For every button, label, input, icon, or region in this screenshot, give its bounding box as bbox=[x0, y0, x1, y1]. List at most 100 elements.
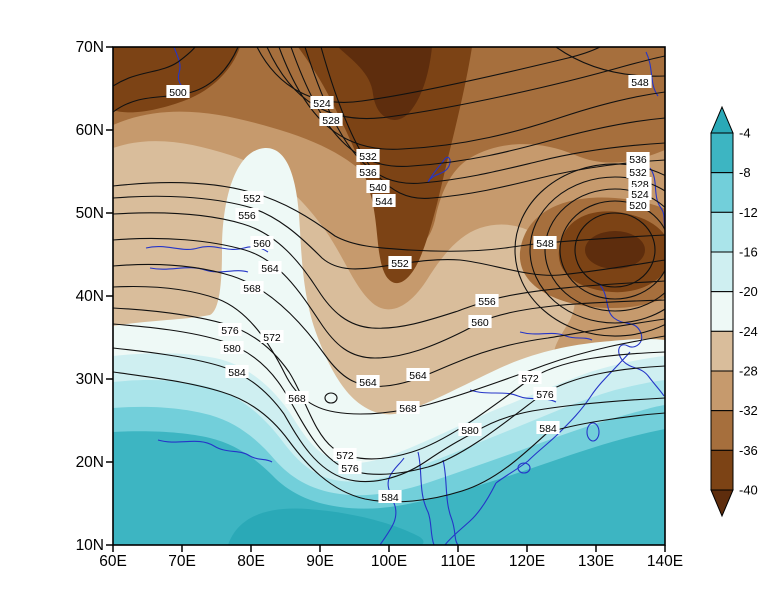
y-axis-tick-label: 30N bbox=[76, 371, 104, 388]
svg-text:500: 500 bbox=[169, 87, 187, 99]
contour-label: 536 bbox=[626, 152, 650, 166]
x-axis-tick-label: 80E bbox=[237, 553, 265, 570]
svg-text:536: 536 bbox=[359, 167, 377, 179]
svg-text:524: 524 bbox=[313, 98, 331, 110]
x-axis-tick-label: 100E bbox=[371, 553, 407, 570]
contour-line bbox=[304, 47, 665, 184]
y-axis-tick-label: 20N bbox=[76, 454, 104, 471]
svg-text:548: 548 bbox=[631, 77, 649, 89]
svg-text:564: 564 bbox=[359, 377, 377, 389]
svg-text:584: 584 bbox=[228, 367, 246, 379]
svg-text:520: 520 bbox=[629, 200, 647, 212]
contour-label: 568 bbox=[240, 281, 264, 295]
coastline-path bbox=[442, 459, 459, 545]
contour-label: 532 bbox=[356, 149, 380, 163]
svg-text:544: 544 bbox=[375, 196, 393, 208]
contour-layer bbox=[113, 47, 665, 503]
contour-label: 568 bbox=[285, 391, 309, 405]
colorbar-tick-label: -28 bbox=[739, 364, 758, 379]
contour-line bbox=[113, 47, 196, 87]
colorbar-tick-label: -20 bbox=[739, 284, 758, 299]
contour-label: 584 bbox=[225, 365, 249, 379]
contour-label: 556 bbox=[235, 208, 259, 222]
contour-label: 548 bbox=[533, 236, 557, 250]
colorbar-top-arrow bbox=[710, 105, 734, 134]
contour-line bbox=[113, 285, 665, 415]
colorbar-tick-label: -12 bbox=[739, 205, 758, 220]
colorbar-tick-label: -16 bbox=[739, 245, 758, 260]
coastline-path bbox=[149, 267, 249, 273]
coastline-layer bbox=[145, 47, 665, 545]
contour-label: 580 bbox=[458, 423, 482, 437]
svg-text:556: 556 bbox=[238, 210, 256, 222]
colorbar-tick-label: -40 bbox=[739, 483, 758, 498]
colorbar-segment bbox=[710, 291, 734, 332]
svg-text:572: 572 bbox=[263, 332, 281, 344]
contour-label: 528 bbox=[319, 113, 343, 127]
contour-line bbox=[113, 347, 665, 483]
svg-text:568: 568 bbox=[399, 403, 417, 415]
shade-darkest-ne-core bbox=[585, 231, 645, 269]
contour-label-layer: 5005245285325365405445485485525525565565… bbox=[166, 75, 652, 504]
svg-text:580: 580 bbox=[223, 343, 241, 355]
contour-label: 500 bbox=[166, 85, 190, 99]
shade-darkest-top-core bbox=[338, 47, 432, 120]
coastline-path bbox=[586, 422, 600, 442]
colorbar-bottom-arrow bbox=[710, 489, 734, 518]
svg-text:576: 576 bbox=[536, 389, 554, 401]
contour-label: 532 bbox=[626, 165, 650, 179]
colorbar-segment bbox=[710, 410, 734, 451]
svg-text:560: 560 bbox=[253, 238, 271, 250]
contour-label: 560 bbox=[468, 315, 492, 329]
contour-line bbox=[113, 237, 665, 359]
shade-dark-teal-patch bbox=[228, 508, 424, 545]
svg-text:552: 552 bbox=[391, 258, 409, 270]
colorbar-tick-label: -36 bbox=[739, 443, 758, 458]
contour-line bbox=[113, 212, 665, 329]
coastline-path bbox=[417, 451, 435, 545]
coastline-path bbox=[173, 47, 184, 89]
x-axis-tick-label: 140E bbox=[647, 553, 683, 570]
svg-text:552: 552 bbox=[243, 193, 261, 205]
svg-text:564: 564 bbox=[409, 370, 427, 382]
svg-text:536: 536 bbox=[629, 154, 647, 166]
svg-text:572: 572 bbox=[521, 373, 539, 385]
contour-label: 572 bbox=[333, 448, 357, 462]
contour-line bbox=[529, 176, 665, 324]
axis-ticks bbox=[106, 46, 666, 552]
contour-label: 584 bbox=[378, 490, 402, 504]
contour-line bbox=[559, 200, 665, 300]
svg-text:564: 564 bbox=[261, 263, 279, 275]
contour-label: 524 bbox=[310, 96, 334, 110]
contour-label: 568 bbox=[396, 401, 420, 415]
x-axis-tick-label: 90E bbox=[306, 553, 334, 570]
colorbar-tick-label: -32 bbox=[739, 403, 758, 418]
colorbar: -4 -8 -12 -16 -20 -24 -28 -32 -36 -40 bbox=[710, 105, 758, 518]
contour-line bbox=[256, 47, 601, 103]
contour-line bbox=[574, 212, 656, 288]
colorbar-segment bbox=[710, 330, 734, 372]
colorbar-segment bbox=[710, 211, 734, 253]
x-axis-tick-label: 60E bbox=[99, 553, 127, 570]
svg-text:572: 572 bbox=[336, 450, 354, 462]
x-axis-tick-label: 120E bbox=[509, 553, 545, 570]
shading-layer bbox=[113, 47, 665, 545]
contour-line bbox=[113, 263, 665, 387]
x-axis-tick-label: 70E bbox=[168, 553, 196, 570]
coastline-path bbox=[427, 156, 451, 183]
contour-label: 520 bbox=[626, 198, 650, 212]
svg-text:540: 540 bbox=[369, 182, 387, 194]
svg-text:584: 584 bbox=[539, 423, 557, 435]
contour-line bbox=[514, 163, 665, 337]
svg-text:568: 568 bbox=[243, 283, 261, 295]
coastline-path bbox=[444, 482, 497, 545]
x-axis-tick-label: 110E bbox=[440, 553, 475, 570]
y-axis-tick-label: 50N bbox=[76, 205, 104, 222]
colorbar-segment bbox=[710, 172, 734, 213]
svg-text:528: 528 bbox=[322, 115, 340, 127]
svg-text:584: 584 bbox=[381, 492, 399, 504]
colorbar-segment bbox=[710, 132, 734, 174]
axis-labels: 60E 70E 80E 90E 100E 110E 120E 130E 140E 10N 20N 30… bbox=[76, 39, 684, 570]
colorbar-tick-label: -4 bbox=[739, 126, 751, 141]
